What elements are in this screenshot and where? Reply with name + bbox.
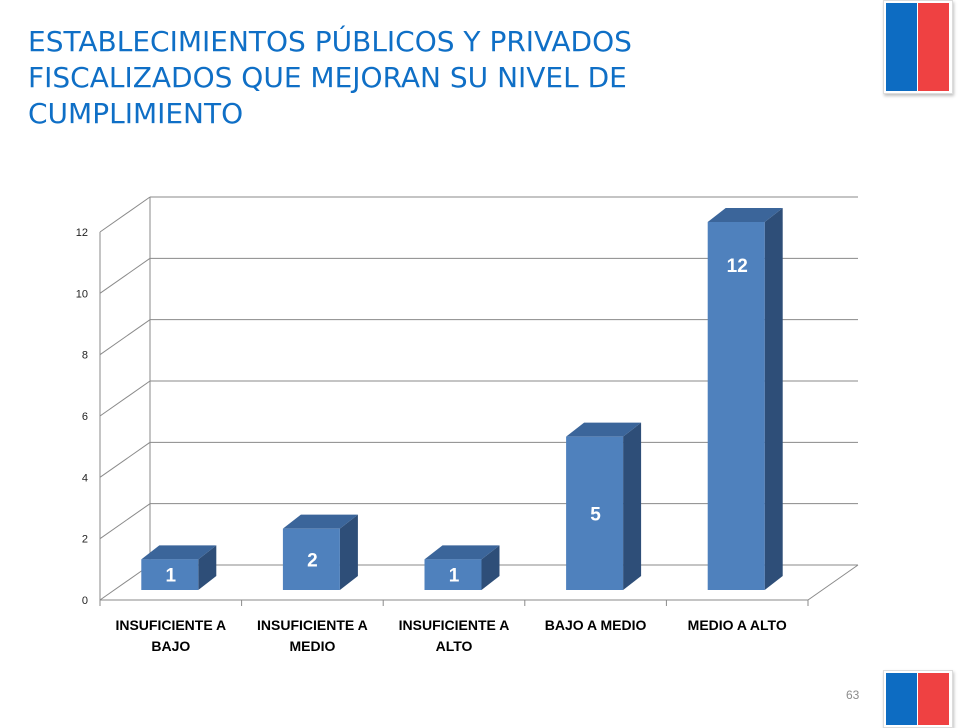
gridline-diagonal	[99, 380, 151, 417]
floor-right-edge	[807, 564, 859, 601]
flag-red-band	[918, 673, 949, 725]
data-label: 12	[727, 256, 748, 277]
data-label: 2	[307, 550, 318, 571]
chile-flag-logo-bottom	[883, 670, 953, 728]
slide-title: ESTABLECIMIENTOS PÚBLICOS Y PRIVADOS FIS…	[28, 24, 828, 132]
x-tick-label: BAJO	[151, 638, 190, 654]
slide-title-line-2: FISCALIZADOS QUE MEJORAN SU NIVEL DE	[28, 61, 627, 94]
gridline-diagonal	[99, 319, 151, 356]
x-tick-label: ALTO	[436, 638, 473, 654]
chile-flag-logo-top	[883, 0, 953, 94]
data-label: 1	[166, 566, 177, 587]
flag-blue-band	[886, 3, 917, 91]
bar-side-face	[764, 208, 783, 590]
gridline-diagonal	[99, 503, 151, 540]
y-tick-label: 2	[82, 534, 88, 546]
x-tick-label: INSUFICIENTE A	[115, 617, 226, 633]
bar	[141, 559, 199, 590]
gridline-diagonal	[99, 257, 151, 294]
data-label: 5	[590, 504, 601, 525]
bar-top-face	[566, 422, 642, 437]
bar	[566, 436, 624, 590]
page-number: 63	[846, 688, 860, 702]
x-tick-label: INSUFICIENTE A	[399, 617, 510, 633]
x-tick-label: MEDIO A ALTO	[688, 617, 787, 633]
flag-red-band	[918, 3, 949, 91]
bar-side-face	[339, 514, 358, 590]
bar	[707, 222, 765, 590]
x-tick-label: INSUFICIENTE A	[257, 617, 368, 633]
bar	[282, 528, 340, 590]
data-label: 1	[449, 566, 460, 587]
slide-title-line-3: CUMPLIMIENTO	[28, 97, 244, 130]
bar	[424, 559, 482, 590]
gridline-diagonal	[99, 196, 151, 233]
bar-top-face	[424, 545, 500, 560]
y-tick-label: 10	[76, 288, 88, 300]
bar-side-face	[198, 545, 217, 590]
y-tick-label: 4	[82, 472, 88, 484]
bar-top-face	[141, 545, 217, 560]
y-tick-label: 12	[76, 227, 88, 239]
slide-title-line-1: ESTABLECIMIENTOS PÚBLICOS Y PRIVADOS	[28, 25, 632, 58]
bar-side-face	[481, 545, 500, 590]
y-tick-label: 0	[82, 595, 88, 607]
flag-blue-band	[886, 673, 917, 725]
y-tick-label: 6	[82, 411, 88, 423]
gridline-diagonal	[99, 441, 151, 478]
bar-top-face	[282, 514, 358, 529]
bar-side-face	[623, 422, 642, 590]
x-tick-label: BAJO A MEDIO	[545, 617, 647, 633]
bar-top-face	[707, 208, 783, 222]
y-tick-label: 8	[82, 350, 88, 362]
x-tick-label: MEDIO	[289, 638, 335, 654]
